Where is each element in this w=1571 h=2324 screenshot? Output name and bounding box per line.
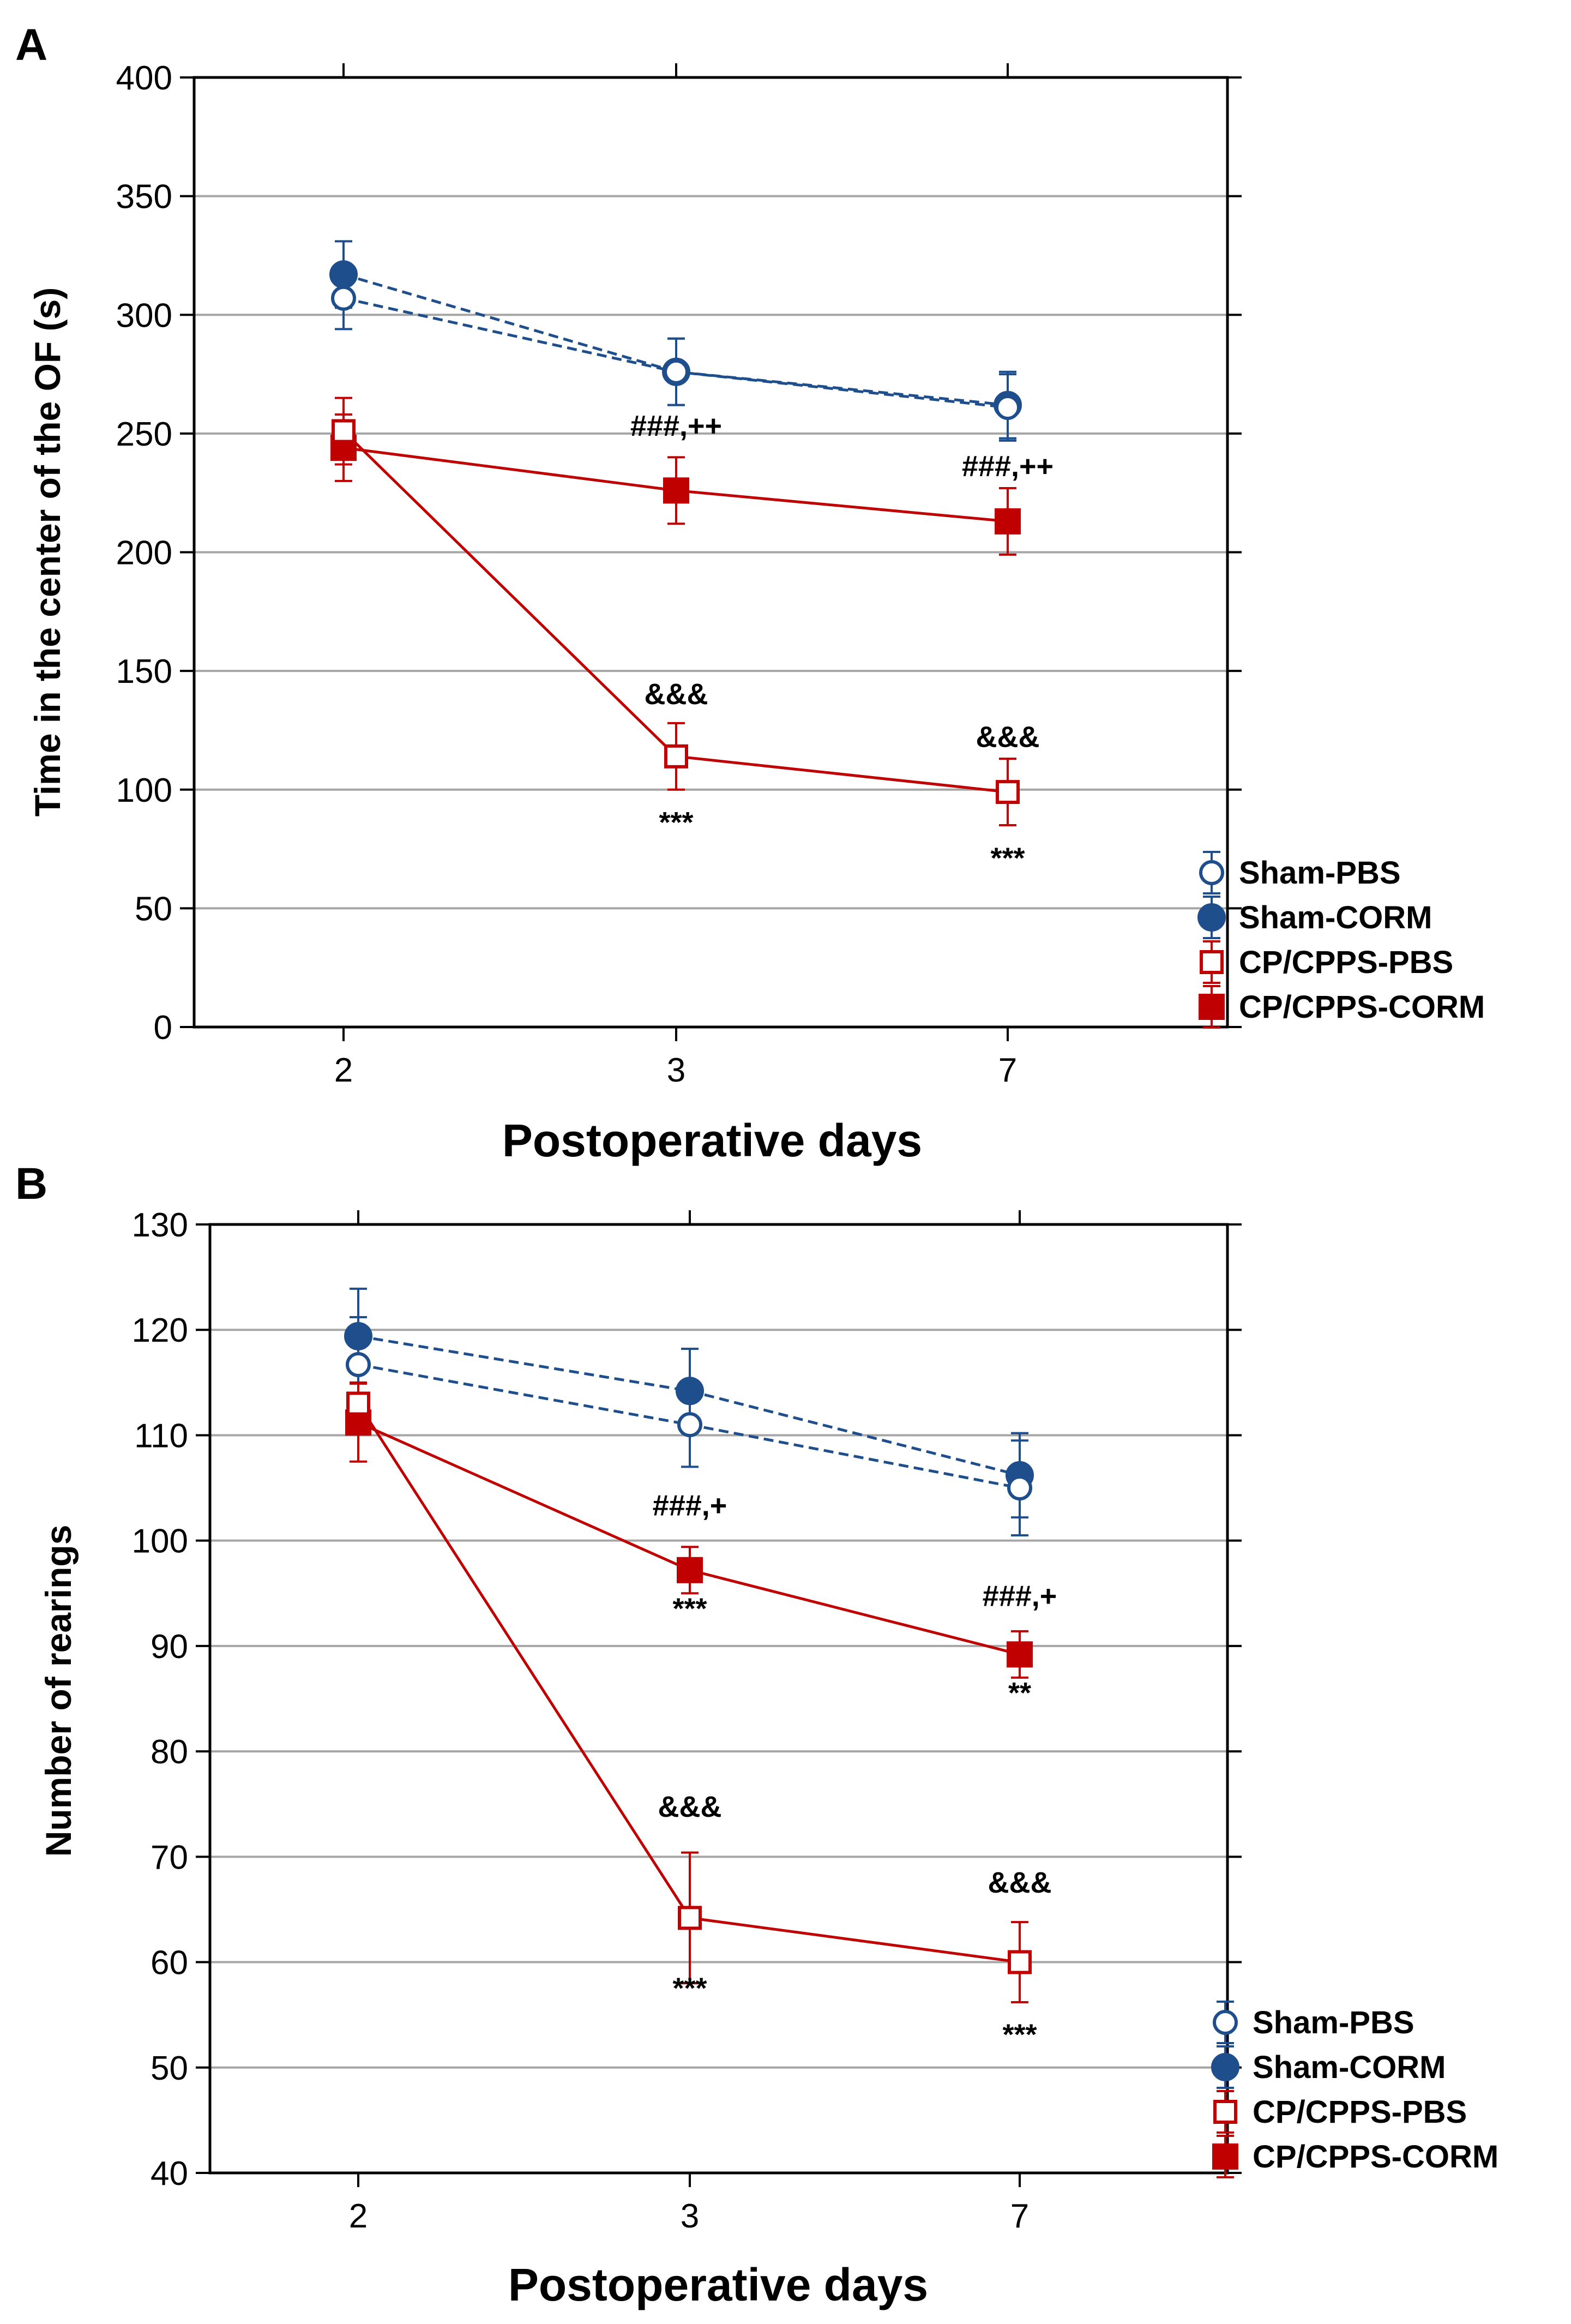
significance-annotation: *** [659, 806, 693, 839]
significance-annotation: ###,++ [630, 410, 722, 442]
y-tick-label: 40 [151, 2155, 188, 2193]
data-point-cp_pbs [332, 419, 356, 443]
data-point-cp_pbs [678, 1906, 702, 1930]
data-point-cp_corm [995, 508, 1021, 535]
y-tick-label: 50 [151, 2050, 188, 2087]
x-axis-title: Postoperative days [502, 1115, 922, 1166]
significance-annotation: ** [1008, 1677, 1031, 1709]
legend-label-cp_corm: CP/CPPS-CORM [1239, 989, 1485, 1025]
data-point-sham_pbs [346, 1352, 371, 1377]
data-point-cp_corm [677, 1557, 703, 1583]
y-tick-label: 350 [116, 178, 172, 216]
significance-annotation: *** [672, 1972, 707, 2004]
data-point-cp_pbs [1008, 1950, 1032, 1974]
legend-label-sham_corm: Sham-CORM [1239, 900, 1432, 935]
data-point-cp_pbs [346, 1391, 370, 1416]
legend-marker-cp_pbs [1200, 950, 1224, 974]
significance-annotation: *** [990, 842, 1025, 874]
data-point-sham_corm [344, 1322, 372, 1350]
legend-marker-cp_pbs [1213, 2100, 1237, 2124]
legend-label-cp_pbs: CP/CPPS-PBS [1253, 2094, 1467, 2130]
y-tick-label: 100 [116, 772, 172, 809]
data-point-cp_corm [1007, 1641, 1033, 1668]
legend-marker-cp_corm [1199, 994, 1225, 1020]
significance-annotation: ###,+ [653, 1489, 727, 1522]
data-point-sham_pbs [677, 1412, 702, 1438]
data-point-sham_pbs [331, 285, 356, 311]
y-tick-label: 300 [116, 297, 172, 334]
legend-label-sham_corm: Sham-CORM [1253, 2050, 1446, 2085]
y-axis-title: Time in the center of the OF (s) [27, 287, 68, 817]
y-tick-label: 200 [116, 535, 172, 572]
y-tick-label: 50 [135, 890, 172, 928]
significance-annotation: &&& [658, 1791, 722, 1823]
data-point-cp_pbs [996, 780, 1020, 804]
y-tick-label: 250 [116, 416, 172, 453]
legend-label-sham_pbs: Sham-PBS [1239, 855, 1401, 891]
legend-label-sham_pbs: Sham-PBS [1253, 2005, 1414, 2040]
y-tick-label: 0 [154, 1009, 172, 1047]
y-tick-label: 90 [151, 1628, 188, 1666]
significance-annotation: ###,+ [983, 1580, 1057, 1612]
y-tick-label: 60 [151, 1944, 188, 1982]
legend-marker-sham_pbs [1199, 860, 1224, 885]
legend-marker-sham_corm [1197, 903, 1226, 932]
panel-b: B 40 50 60 70 80 90 100 110 120 130 2 3 7 Postoperati… [15, 1159, 1498, 2310]
data-point-sham_pbs [995, 394, 1020, 420]
y-tick-label: 400 [116, 59, 172, 97]
y-tick-label: 150 [116, 653, 172, 690]
y-tick-label: 100 [132, 1523, 188, 1560]
significance-annotation: &&& [645, 678, 708, 711]
legend-marker-sham_corm [1211, 2053, 1239, 2081]
significance-annotation: *** [1002, 2018, 1037, 2051]
significance-annotation: &&& [976, 720, 1040, 753]
legend-label-cp_corm: CP/CPPS-CORM [1253, 2139, 1498, 2175]
y-tick-label: 110 [134, 1417, 188, 1455]
legend-marker-cp_corm [1212, 2143, 1238, 2170]
x-axis-title: Postoperative days [508, 2259, 928, 2310]
significance-annotation: *** [672, 1593, 707, 1625]
y-tick-label: 80 [151, 1733, 188, 1771]
legend-label-cp_pbs: CP/CPPS-PBS [1239, 945, 1453, 980]
x-tick-label: 7 [1010, 2197, 1029, 2235]
x-tick-label: 2 [334, 1052, 353, 1089]
significance-annotation: ###,++ [962, 450, 1054, 483]
y-tick-label: 130 [132, 1206, 188, 1244]
data-point-cp_corm [663, 477, 689, 504]
series-line-sham_corm [343, 273, 1008, 407]
y-tick-label: 70 [151, 1839, 188, 1876]
data-point-sham_pbs [664, 359, 689, 385]
data-point-sham_corm [676, 1377, 704, 1406]
panel-a: A 0 50 100 150 200 250 300 350 400 2 3 7 Postoperati… [15, 20, 1485, 1166]
x-tick-label: 3 [681, 2197, 699, 2235]
significance-annotation: &&& [988, 1866, 1052, 1899]
x-tick-label: 2 [349, 2197, 368, 2235]
y-tick-label: 120 [132, 1312, 188, 1349]
x-tick-label: 7 [998, 1052, 1017, 1089]
panel-letter-a: A [15, 20, 47, 70]
plot-frame [208, 1223, 1229, 2175]
plot-frame [192, 76, 1229, 1029]
panel-letter-b: B [15, 1159, 47, 1209]
legend-marker-sham_pbs [1213, 2010, 1238, 2035]
data-point-sham_corm [329, 260, 358, 289]
data-point-cp_pbs [664, 744, 688, 768]
x-tick-label: 3 [667, 1052, 685, 1089]
y-axis-title: Number of rearings [38, 1525, 79, 1857]
data-point-sham_pbs [1007, 1475, 1032, 1501]
